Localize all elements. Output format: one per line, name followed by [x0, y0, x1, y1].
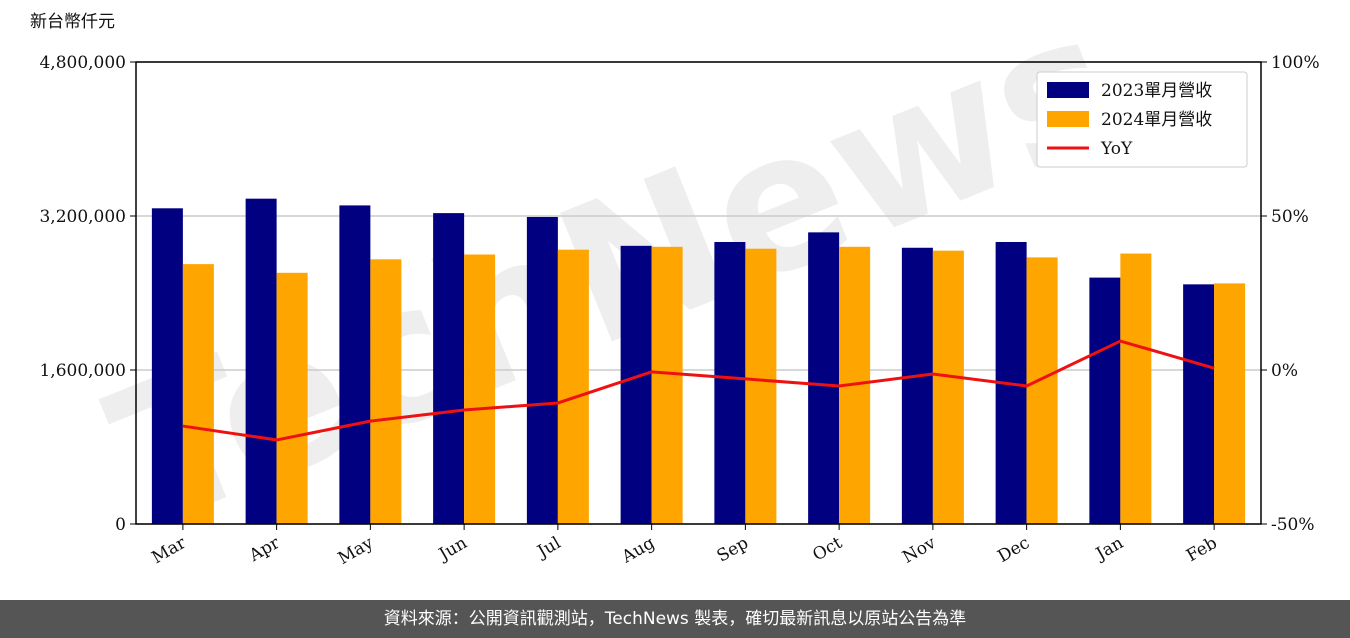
x-tick-label: Aug [618, 533, 659, 568]
bar [1214, 283, 1246, 524]
legend-label: 2023單月營收 [1101, 81, 1212, 101]
bar [1089, 277, 1121, 524]
bar [370, 259, 402, 524]
x-tick-label: Feb [1183, 533, 1221, 566]
legend-swatch [1047, 111, 1089, 127]
y-tick-label: 0 [115, 515, 126, 535]
bar [1120, 253, 1152, 524]
x-tick-label: May [335, 533, 378, 569]
bar [433, 213, 465, 525]
bar [245, 198, 277, 525]
bar [339, 205, 371, 524]
bar [714, 241, 746, 525]
legend-label: YoY [1100, 139, 1133, 159]
bar [1183, 284, 1215, 524]
legend-label: 2024單月營收 [1101, 110, 1212, 130]
bar [151, 208, 183, 525]
x-tick-label: Jun [434, 533, 471, 566]
y2-tick-label: 50% [1271, 207, 1309, 227]
y-tick-label: 1,600,000 [39, 361, 126, 381]
y2-tick-label: 100% [1271, 53, 1320, 73]
y2-tick-label: 0% [1271, 361, 1298, 381]
bar [526, 216, 558, 524]
x-tick-label: Jan [1091, 533, 1127, 565]
bar [1026, 257, 1058, 524]
x-tick-label: Sep [714, 533, 752, 567]
bar [651, 246, 683, 525]
bar [557, 249, 589, 524]
watermark: TechNews [84, 0, 1147, 570]
y-tick-label: 3,200,000 [39, 207, 126, 227]
unit-label: 新台幣仟元 [30, 12, 115, 32]
legend-box [1036, 71, 1248, 168]
x-tick-label: Oct [809, 533, 845, 566]
y-tick-label: 4,800,000 [39, 53, 126, 73]
x-tick-label: Dec [994, 533, 1033, 567]
plot-frame [135, 61, 1262, 525]
x-tick-label: Nov [899, 533, 939, 568]
bar [464, 254, 496, 524]
bar [808, 232, 840, 525]
bar [620, 245, 652, 524]
y2-tick-label: -50% [1271, 515, 1315, 535]
footer: 資料來源：公開資訊觀測站，TechNews 製表，確切最新訊息以原站公告為準 [0, 600, 1350, 638]
bar [745, 248, 777, 524]
bar [276, 272, 308, 524]
bar [932, 250, 964, 524]
x-tick-label: Jul [533, 533, 565, 563]
bar [901, 247, 933, 524]
x-tick-label: Apr [245, 533, 284, 567]
legend-swatch [1047, 82, 1089, 98]
bar [182, 264, 214, 524]
line [182, 339, 1215, 442]
